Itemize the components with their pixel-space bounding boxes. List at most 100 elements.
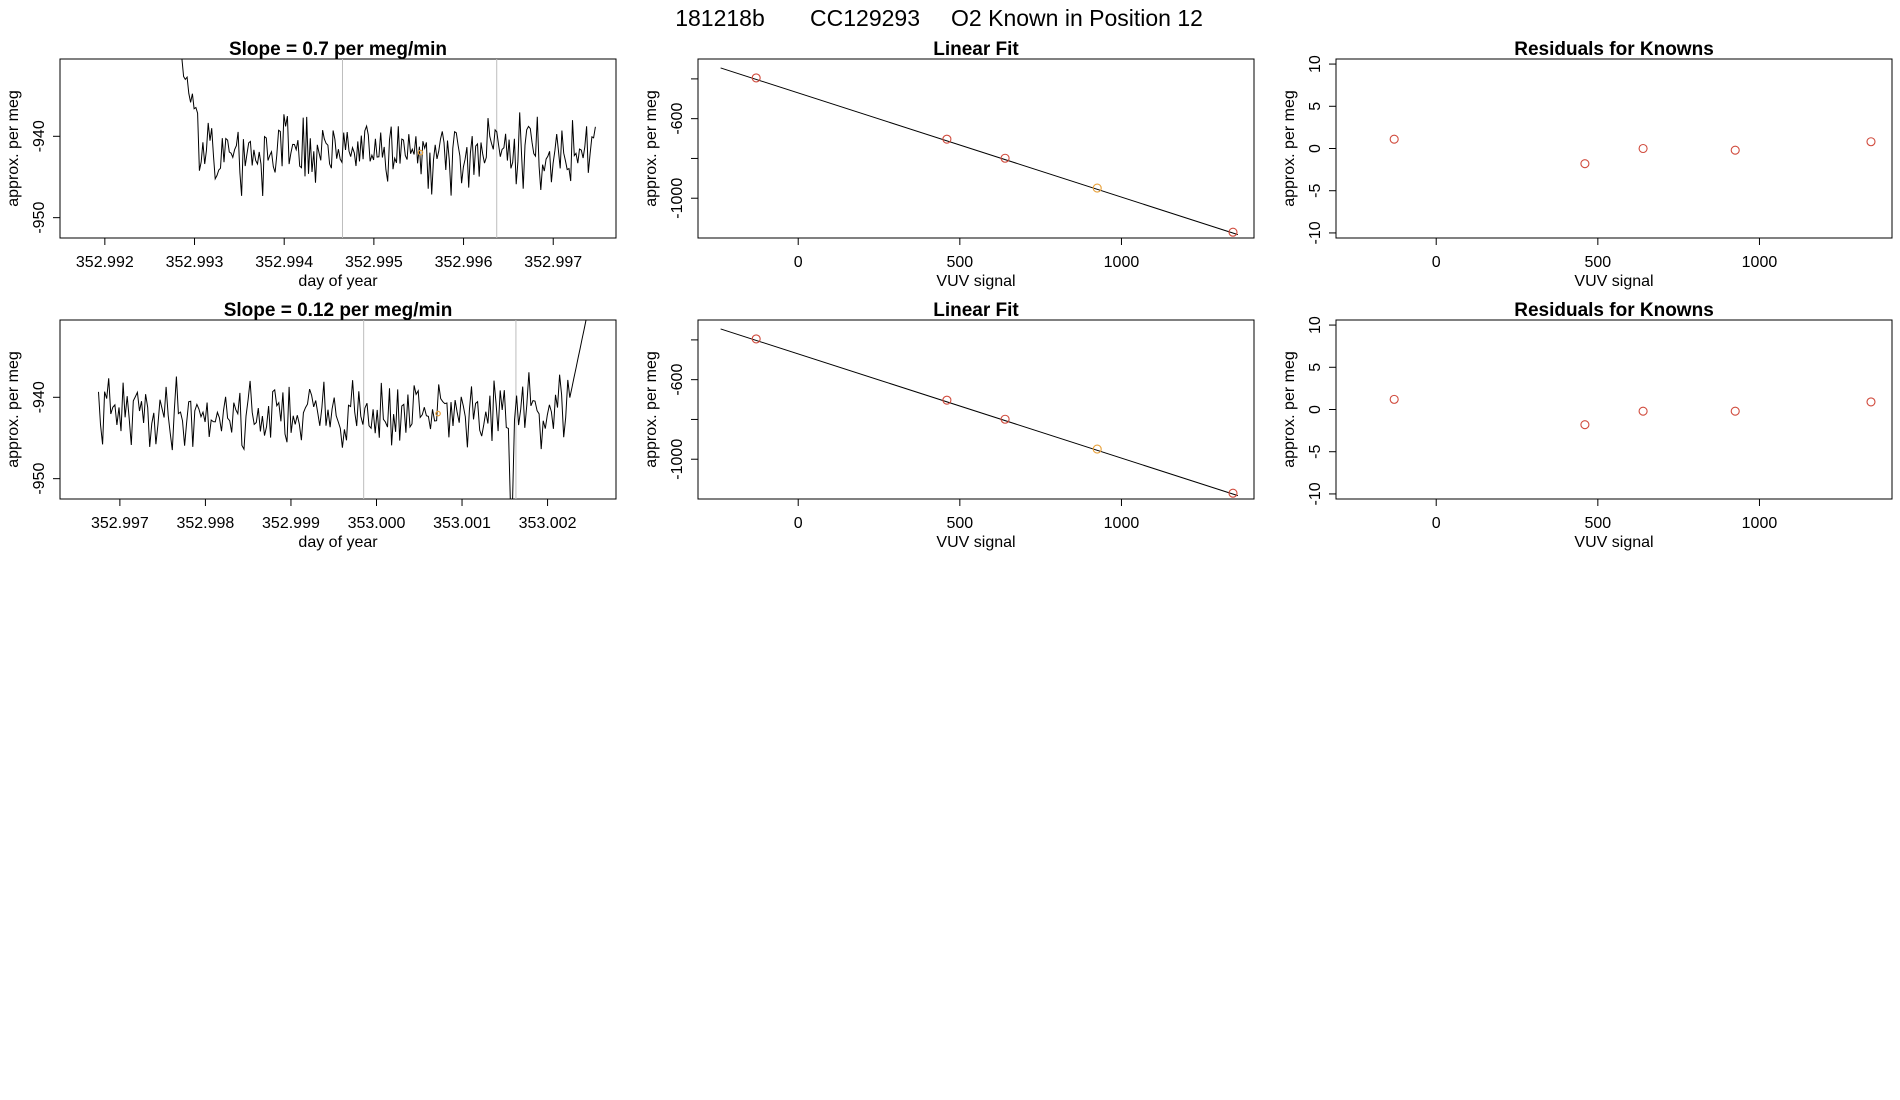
y-tick-label: -1000	[669, 178, 686, 219]
known-point	[1866, 397, 1876, 407]
sample-point	[1092, 444, 1102, 454]
y-tick-label: -600	[669, 103, 686, 135]
y-axis: -600 -1000 approx. per meg	[643, 339, 699, 480]
plot-area	[1389, 134, 1876, 169]
panel-title: Linear Fit	[933, 300, 1019, 321]
x-tick-label: 1000	[1742, 254, 1778, 271]
y-axis-label: approx. per meg	[643, 351, 660, 468]
y-axis-label: approx. per meg	[5, 351, 22, 468]
y-tick-label: 0	[1307, 144, 1324, 153]
plot-area	[720, 328, 1238, 498]
y-axis: 10 5 0 -5 -10 approx. per meg	[1281, 316, 1337, 505]
x-axis: 352.992 352.993 352.994 352.995 352.996 352.9…	[76, 237, 582, 290]
panel-fit2: Linear Fit 0 500 1000 VUV signal -600 -1000 app…	[643, 300, 1255, 551]
panel-title: Slope = 0.12 per meg/min	[224, 300, 453, 321]
y-axis-label: approx. per meg	[1281, 351, 1298, 468]
x-tick-label: 353.000	[348, 515, 406, 532]
y-tick-label: -940	[31, 120, 48, 152]
known-point	[1228, 227, 1238, 237]
sample-marker	[435, 410, 441, 417]
known-point	[1638, 143, 1648, 154]
y-tick-label: 10	[1307, 55, 1324, 73]
y-axis: 10 5 0 -5 -10 approx. per meg	[1281, 55, 1337, 244]
panel-fit1: Linear Fit 0 500 1000 VUV signal -600 -1000 app…	[643, 39, 1255, 290]
known-point	[1228, 488, 1238, 498]
x-tick-label: 1000	[1104, 254, 1140, 271]
y-tick-label: -950	[31, 463, 48, 495]
y-tick-label: -10	[1307, 482, 1324, 505]
x-axis-label: VUV signal	[936, 534, 1015, 551]
x-tick-label: 352.997	[91, 515, 149, 532]
x-tick-label: 353.002	[519, 515, 577, 532]
known-point	[1389, 394, 1399, 404]
plot-area	[181, 59, 596, 238]
y-tick-label: 5	[1307, 102, 1324, 111]
y-tick-label: -5	[1307, 184, 1324, 198]
x-tick-label: 500	[1584, 254, 1611, 271]
x-axis-label: day of year	[298, 273, 378, 290]
x-tick-label: 353.001	[433, 515, 491, 532]
series-line	[181, 59, 596, 197]
y-tick-label: -5	[1307, 445, 1324, 459]
x-tick-label: 500	[946, 515, 973, 532]
x-tick-label: 0	[1432, 515, 1441, 532]
x-axis-label: VUV signal	[1574, 273, 1653, 290]
y-axis-label: approx. per meg	[5, 90, 22, 207]
x-axis: 0 500 1000 VUV signal	[794, 237, 1140, 290]
x-axis: 352.997 352.998 352.999 353.000 353.001 353.0…	[91, 498, 577, 551]
series-line	[98, 320, 587, 499]
x-tick-label: 500	[1584, 515, 1611, 532]
known-point	[1580, 420, 1590, 430]
y-tick-label: 0	[1307, 405, 1324, 414]
x-tick-label: 352.993	[166, 254, 224, 271]
x-axis: 0 500 1000 VUV signal	[794, 498, 1139, 551]
plot-area	[1389, 394, 1876, 430]
figure-title-run: 181218b	[675, 5, 765, 31]
x-tick-label: 352.994	[255, 254, 313, 271]
sample-marker	[417, 149, 424, 156]
known-point	[1638, 406, 1648, 416]
panel-title: Residuals for Knowns	[1514, 300, 1714, 321]
y-axis-label: approx. per meg	[1281, 90, 1298, 207]
y-tick-label: -1000	[669, 439, 686, 480]
sample-point	[1092, 183, 1102, 193]
y-axis-label: approx. per meg	[643, 90, 660, 207]
y-axis: -940 -950 approx. per meg	[5, 90, 61, 234]
fit-line	[720, 67, 1238, 236]
plot-area	[98, 320, 587, 499]
known-point	[1000, 414, 1010, 424]
x-tick-label: 352.999	[262, 515, 320, 532]
y-tick-label: 10	[1307, 316, 1324, 334]
known-point	[1389, 134, 1399, 144]
x-tick-label: 0	[1432, 254, 1441, 271]
x-axis: 0 500 1000 VUV signal	[1432, 237, 1778, 290]
x-tick-label: 352.995	[345, 254, 403, 271]
panel-res1: Residuals for Knowns 0 500 1000 VUV signal 10…	[1281, 39, 1893, 290]
panel-res2: Residuals for Knowns 0 500 1000 VUV signal 10…	[1281, 300, 1893, 551]
panel-title: Residuals for Knowns	[1514, 39, 1714, 60]
plot-frame	[1335, 58, 1893, 239]
known-point	[1730, 406, 1740, 416]
y-tick-label: -600	[669, 364, 686, 396]
panel-title: Slope = 0.7 per meg/min	[229, 39, 447, 60]
y-axis: -600 -1000 approx. per meg	[643, 78, 699, 219]
known-point	[942, 134, 952, 144]
x-tick-label: 0	[794, 254, 803, 271]
known-point	[1730, 145, 1740, 155]
y-tick-label: 5	[1307, 363, 1324, 372]
x-axis-label: VUV signal	[936, 273, 1015, 290]
plot-frame	[59, 319, 617, 500]
panel-title: Linear Fit	[933, 39, 1019, 60]
y-tick-label: -950	[31, 202, 48, 234]
plot-area	[720, 67, 1238, 237]
x-axis-label: day of year	[298, 534, 378, 551]
x-tick-label: 0	[794, 515, 803, 532]
x-tick-label: 500	[946, 254, 973, 271]
figure-title-label: O2 Known in Position 12	[951, 5, 1203, 31]
known-point	[751, 334, 761, 344]
figure-title-tank: CC129293	[810, 5, 920, 31]
fit-line	[720, 328, 1238, 497]
known-point	[1866, 137, 1876, 147]
